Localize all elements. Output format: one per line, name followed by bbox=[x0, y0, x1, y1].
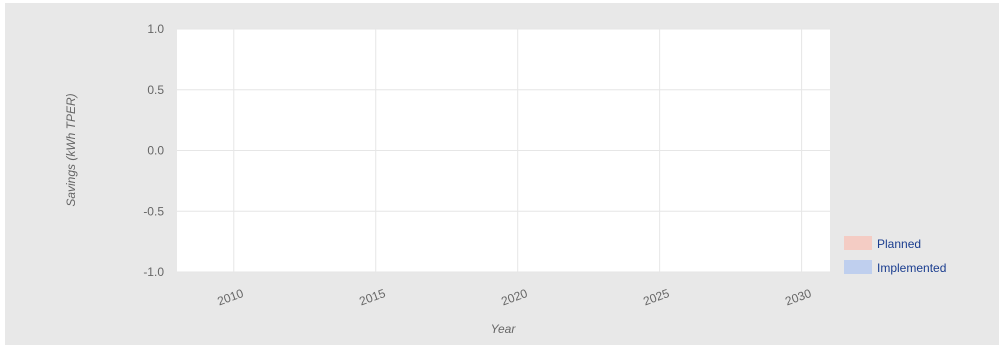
y-tick-label: -1.0 bbox=[143, 265, 164, 279]
legend: Planned Implemented bbox=[844, 236, 946, 275]
y-tick-label: -0.5 bbox=[143, 204, 164, 218]
x-axis-title: Year bbox=[491, 322, 517, 336]
legend-label-implemented: Implemented bbox=[877, 261, 946, 275]
grid-lines bbox=[177, 28, 830, 273]
legend-label-planned: Planned bbox=[877, 237, 921, 251]
legend-swatch-planned bbox=[844, 236, 872, 250]
y-tick-label: 1.0 bbox=[147, 22, 164, 36]
y-axis-title: Savings (kWh TPER) bbox=[64, 93, 78, 206]
y-tick-label: 0.0 bbox=[147, 144, 164, 158]
legend-swatch-implemented bbox=[844, 260, 872, 274]
y-axis-ticks: 1.0 0.5 0.0 -0.5 -1.0 bbox=[143, 22, 164, 279]
y-tick-label: 0.5 bbox=[147, 83, 164, 97]
